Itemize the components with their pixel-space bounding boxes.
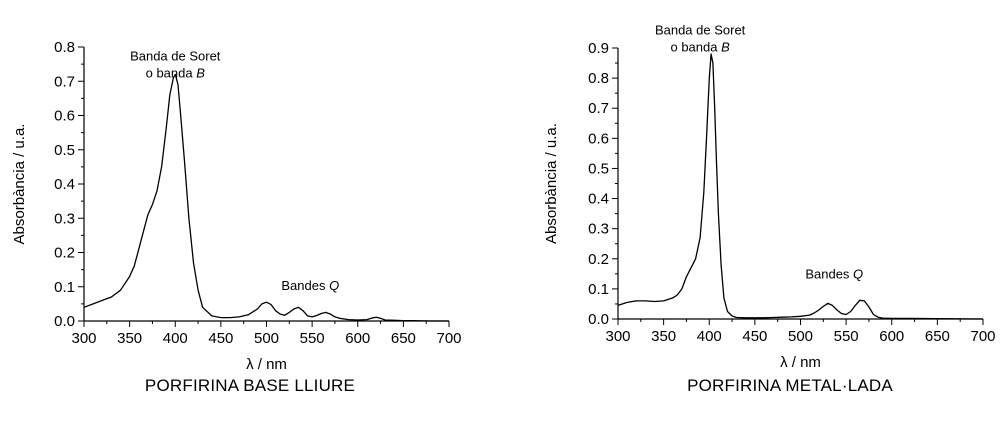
- chart-0-spectrum-line: [83, 73, 449, 322]
- chart-1-x-tick-label: 600: [879, 328, 904, 345]
- chart-0-x-tick-label: 300: [71, 330, 96, 347]
- chart-1-y-tick-label: 0.4: [588, 191, 609, 208]
- chart-0-annotation-0-italic: B: [196, 66, 205, 81]
- chart-metallated-porphyrin: 300 350 400 450 500 550 600 650 700 0.0 0.1 0.2 0.3 0…: [543, 22, 996, 395]
- chart-1-annotation-0-line-1: o banda B: [670, 39, 730, 54]
- chart-1-y-tick-label: 0.2: [588, 251, 609, 268]
- chart-0-x-axis-label: λ / nm: [246, 356, 287, 373]
- chart-0-y-axis-label: Absorbància / u.a.: [11, 124, 28, 245]
- chart-0-y-tick-label: 0.3: [54, 210, 75, 227]
- chart-0-annotation-0-line-0: Banda de Soret: [130, 49, 221, 64]
- chart-0-y-tick-label: 0.4: [54, 176, 75, 193]
- chart-0-y-tick-label: 0.8: [54, 39, 75, 56]
- chart-0-y-tick-label: 0.1: [54, 279, 75, 296]
- chart-0-x-tick-label: 350: [117, 330, 142, 347]
- chart-1-y-tick-label: 0.5: [588, 160, 609, 177]
- chart-1-y-tick-label: 0.7: [588, 100, 609, 117]
- chart-1-annotation-0-italic: B: [721, 39, 730, 54]
- chart-1-spectrum-line: [617, 53, 984, 320]
- chart-1-annotation-0-line-0: Banda de Soret: [655, 22, 746, 37]
- chart-1-y-tick-label: 0.6: [588, 130, 609, 147]
- chart-free-base-porphyrin: 300 350 400 450 500 550 600 650 700 0.0 0.1 0.2 0.3 0…: [11, 39, 462, 395]
- chart-1-x-axis-label: λ / nm: [780, 354, 821, 371]
- chart-1-y-tick-label: 0.3: [588, 221, 609, 238]
- chart-1-y-tick-label: 0.0: [588, 311, 609, 328]
- chart-0-y-tick-label: 0.5: [54, 142, 75, 159]
- chart-0-x-tick-label: 450: [208, 330, 233, 347]
- chart-0-y-tick-label: 0.7: [54, 73, 75, 90]
- chart-0-annotation-0-line-1: o banda B: [146, 66, 206, 81]
- chart-0-y-tick-label: 0.6: [54, 108, 75, 125]
- chart-0-annotation-1-line-0: Bandes Q: [281, 278, 339, 293]
- chart-1-x-tick-label: 450: [742, 328, 767, 345]
- chart-0-x-tick-label: 500: [254, 330, 279, 347]
- chart-0-x-tick-label: 700: [436, 330, 461, 347]
- chart-1-x-tick-label: 400: [697, 328, 722, 345]
- chart-0-title: PORFIRINA BASE LLIURE: [145, 376, 355, 395]
- chart-1-x-tick-label: 500: [788, 328, 813, 345]
- chart-1-y-tick-label: 0.1: [588, 281, 609, 298]
- chart-0-x-tick-label: 400: [163, 330, 188, 347]
- chart-1-x-tick-label: 550: [834, 328, 859, 345]
- chart-1-annotation-1-italic: Q: [853, 266, 863, 281]
- chart-1-y-axis-label: Absorbància / u.a.: [543, 123, 560, 244]
- chart-1-x-tick-label: 700: [970, 328, 995, 345]
- chart-1-y-tick-label: 0.8: [588, 70, 609, 87]
- chart-0-y-tick-label: 0.2: [54, 245, 75, 262]
- chart-1-y-tick-label: 0.9: [588, 40, 609, 57]
- chart-0-y-tick-label: 0.0: [54, 313, 75, 330]
- chart-0-x-tick-label: 650: [391, 330, 416, 347]
- chart-0-annotation-1-italic: Q: [329, 278, 339, 293]
- chart-1-annotation-1-line-0: Bandes Q: [805, 266, 863, 281]
- chart-1-x-tick-label: 350: [651, 328, 676, 345]
- chart-1-x-tick-label: 650: [925, 328, 950, 345]
- chart-0-x-tick-label: 600: [345, 330, 370, 347]
- chart-1-x-tick-label: 300: [605, 328, 630, 345]
- chart-1-title: PORFIRINA METAL·LADA: [687, 376, 893, 395]
- chart-0-x-tick-label: 550: [300, 330, 325, 347]
